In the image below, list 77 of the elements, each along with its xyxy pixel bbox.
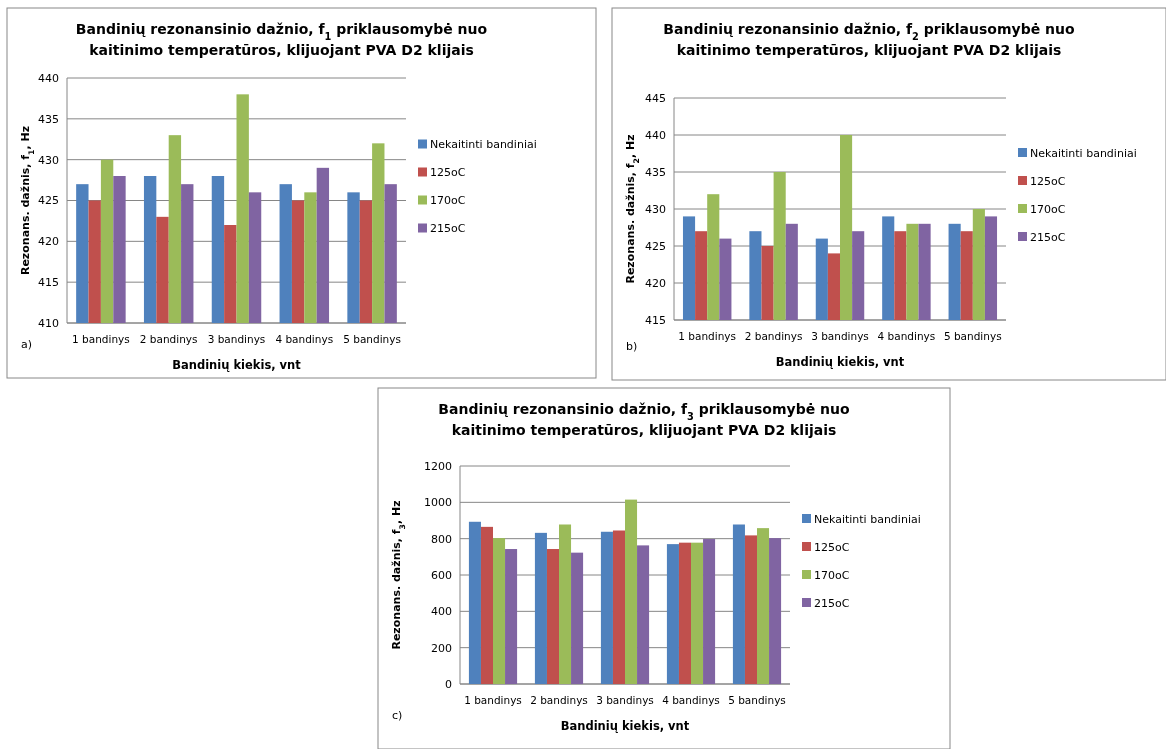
- legend-label: 215oC: [1030, 230, 1066, 244]
- bar: [571, 552, 584, 684]
- x-tick-label: 5 bandinys: [343, 333, 401, 345]
- chart-title: Bandinių rezonansinio dažnio, f$_{3}$ priklausomybė nuo kaitinimo temperatūros, klijuojant PVA D2 klijais: [438, 401, 851, 438]
- bar: [559, 524, 572, 684]
- bar: [505, 549, 518, 684]
- chart-title: Bandinių rezonansinio dažnio, f$_{1}$ priklausomybė nuo kaitinimo temperatūros, klijuojant PVA D2 klijais: [75, 21, 488, 58]
- text: c): [392, 709, 403, 722]
- bar: [732, 524, 745, 684]
- x-tick-label: 1 bandinys: [72, 333, 130, 345]
- bar: [637, 545, 650, 684]
- y-tick-label: 425: [645, 239, 666, 253]
- bar: [757, 528, 770, 684]
- x-tick-label: 4 bandinys: [662, 694, 720, 706]
- x-axis-title: Bandinių kiekis, vnt: [172, 358, 302, 372]
- x-tick-label: 3 bandinys: [811, 330, 869, 342]
- chart-title: Bandinių rezonansinio dažnio, f$_{2}$ priklausomybė nuo kaitinimo temperatūros, klijuojant PVA D2 klijais: [663, 21, 1076, 58]
- bar: [625, 499, 638, 684]
- legend-label: 125oC: [1030, 174, 1066, 188]
- legend-label: 125oC: [814, 540, 850, 554]
- x-tick-label: 2 bandinys: [139, 333, 198, 345]
- text: a): [21, 338, 33, 351]
- y-tick-label: 435: [38, 112, 59, 126]
- y-tick-label: 1200: [424, 459, 452, 473]
- x-tick-label: 4 bandinys: [275, 333, 334, 345]
- x-tick-label: 1 bandinys: [464, 694, 522, 706]
- legend-label: 215oC: [814, 596, 850, 610]
- y-tick-label: 440: [38, 71, 59, 85]
- y-tick-label: 1000: [424, 496, 452, 510]
- y-tick-label: 600: [431, 568, 452, 582]
- y-tick-label: 425: [38, 194, 59, 208]
- bar: [678, 542, 691, 684]
- y-tick-label: 410: [38, 316, 59, 330]
- x-tick-label: 5 bandinys: [728, 694, 786, 706]
- bar: [612, 530, 625, 684]
- legend-label: Nekaitinti bandiniai: [814, 512, 921, 526]
- x-axis-title: Bandinių kiekis, vnt: [775, 355, 905, 369]
- bar: [480, 526, 493, 684]
- y-tick-label: 445: [645, 91, 666, 105]
- bar: [666, 544, 679, 684]
- x-tick-label: 2 bandinys: [744, 330, 803, 342]
- y-tick-label: 800: [431, 532, 452, 546]
- bar: [703, 539, 716, 684]
- bar: [534, 532, 547, 684]
- y-tick-label: 430: [645, 202, 666, 216]
- y-tick-label: 430: [38, 153, 59, 167]
- y-tick-label: 415: [645, 313, 666, 327]
- y-tick-label: 200: [431, 641, 452, 655]
- bar: [600, 531, 613, 684]
- legend-label: Nekaitinti bandiniai: [430, 138, 537, 152]
- x-axis-title: Bandinių kiekis, vnt: [560, 719, 690, 733]
- y-tick-label: 435: [645, 165, 666, 179]
- bar: [546, 549, 559, 684]
- x-tick-label: 2 bandinys: [530, 694, 588, 706]
- bar: [744, 535, 757, 684]
- legend-label: 170oC: [814, 568, 850, 582]
- x-tick-label: 3 bandinys: [207, 333, 266, 345]
- x-tick-label: 5 bandinys: [943, 330, 1002, 342]
- legend-label: 170oC: [430, 194, 466, 208]
- y-tick-label: 420: [38, 235, 59, 249]
- x-tick-label: 4 bandinys: [877, 330, 936, 342]
- bar: [691, 542, 704, 684]
- y-tick-label: 440: [645, 128, 666, 142]
- text: b): [626, 340, 638, 353]
- legend-label: Nekaitinti bandiniai: [1030, 146, 1137, 160]
- y-tick-label: 400: [431, 605, 452, 619]
- x-tick-label: 1 bandinys: [678, 330, 737, 342]
- y-tick-label: 415: [38, 276, 59, 290]
- legend-label: 170oC: [1030, 202, 1066, 216]
- bar: [769, 538, 782, 684]
- bar: [493, 538, 506, 684]
- y-tick-label: 420: [645, 276, 666, 290]
- y-tick-label: 0: [445, 677, 452, 691]
- x-tick-label: 3 bandinys: [596, 694, 654, 706]
- legend-label: 215oC: [430, 222, 466, 236]
- legend-label: 125oC: [430, 166, 466, 180]
- bar: [468, 521, 481, 684]
